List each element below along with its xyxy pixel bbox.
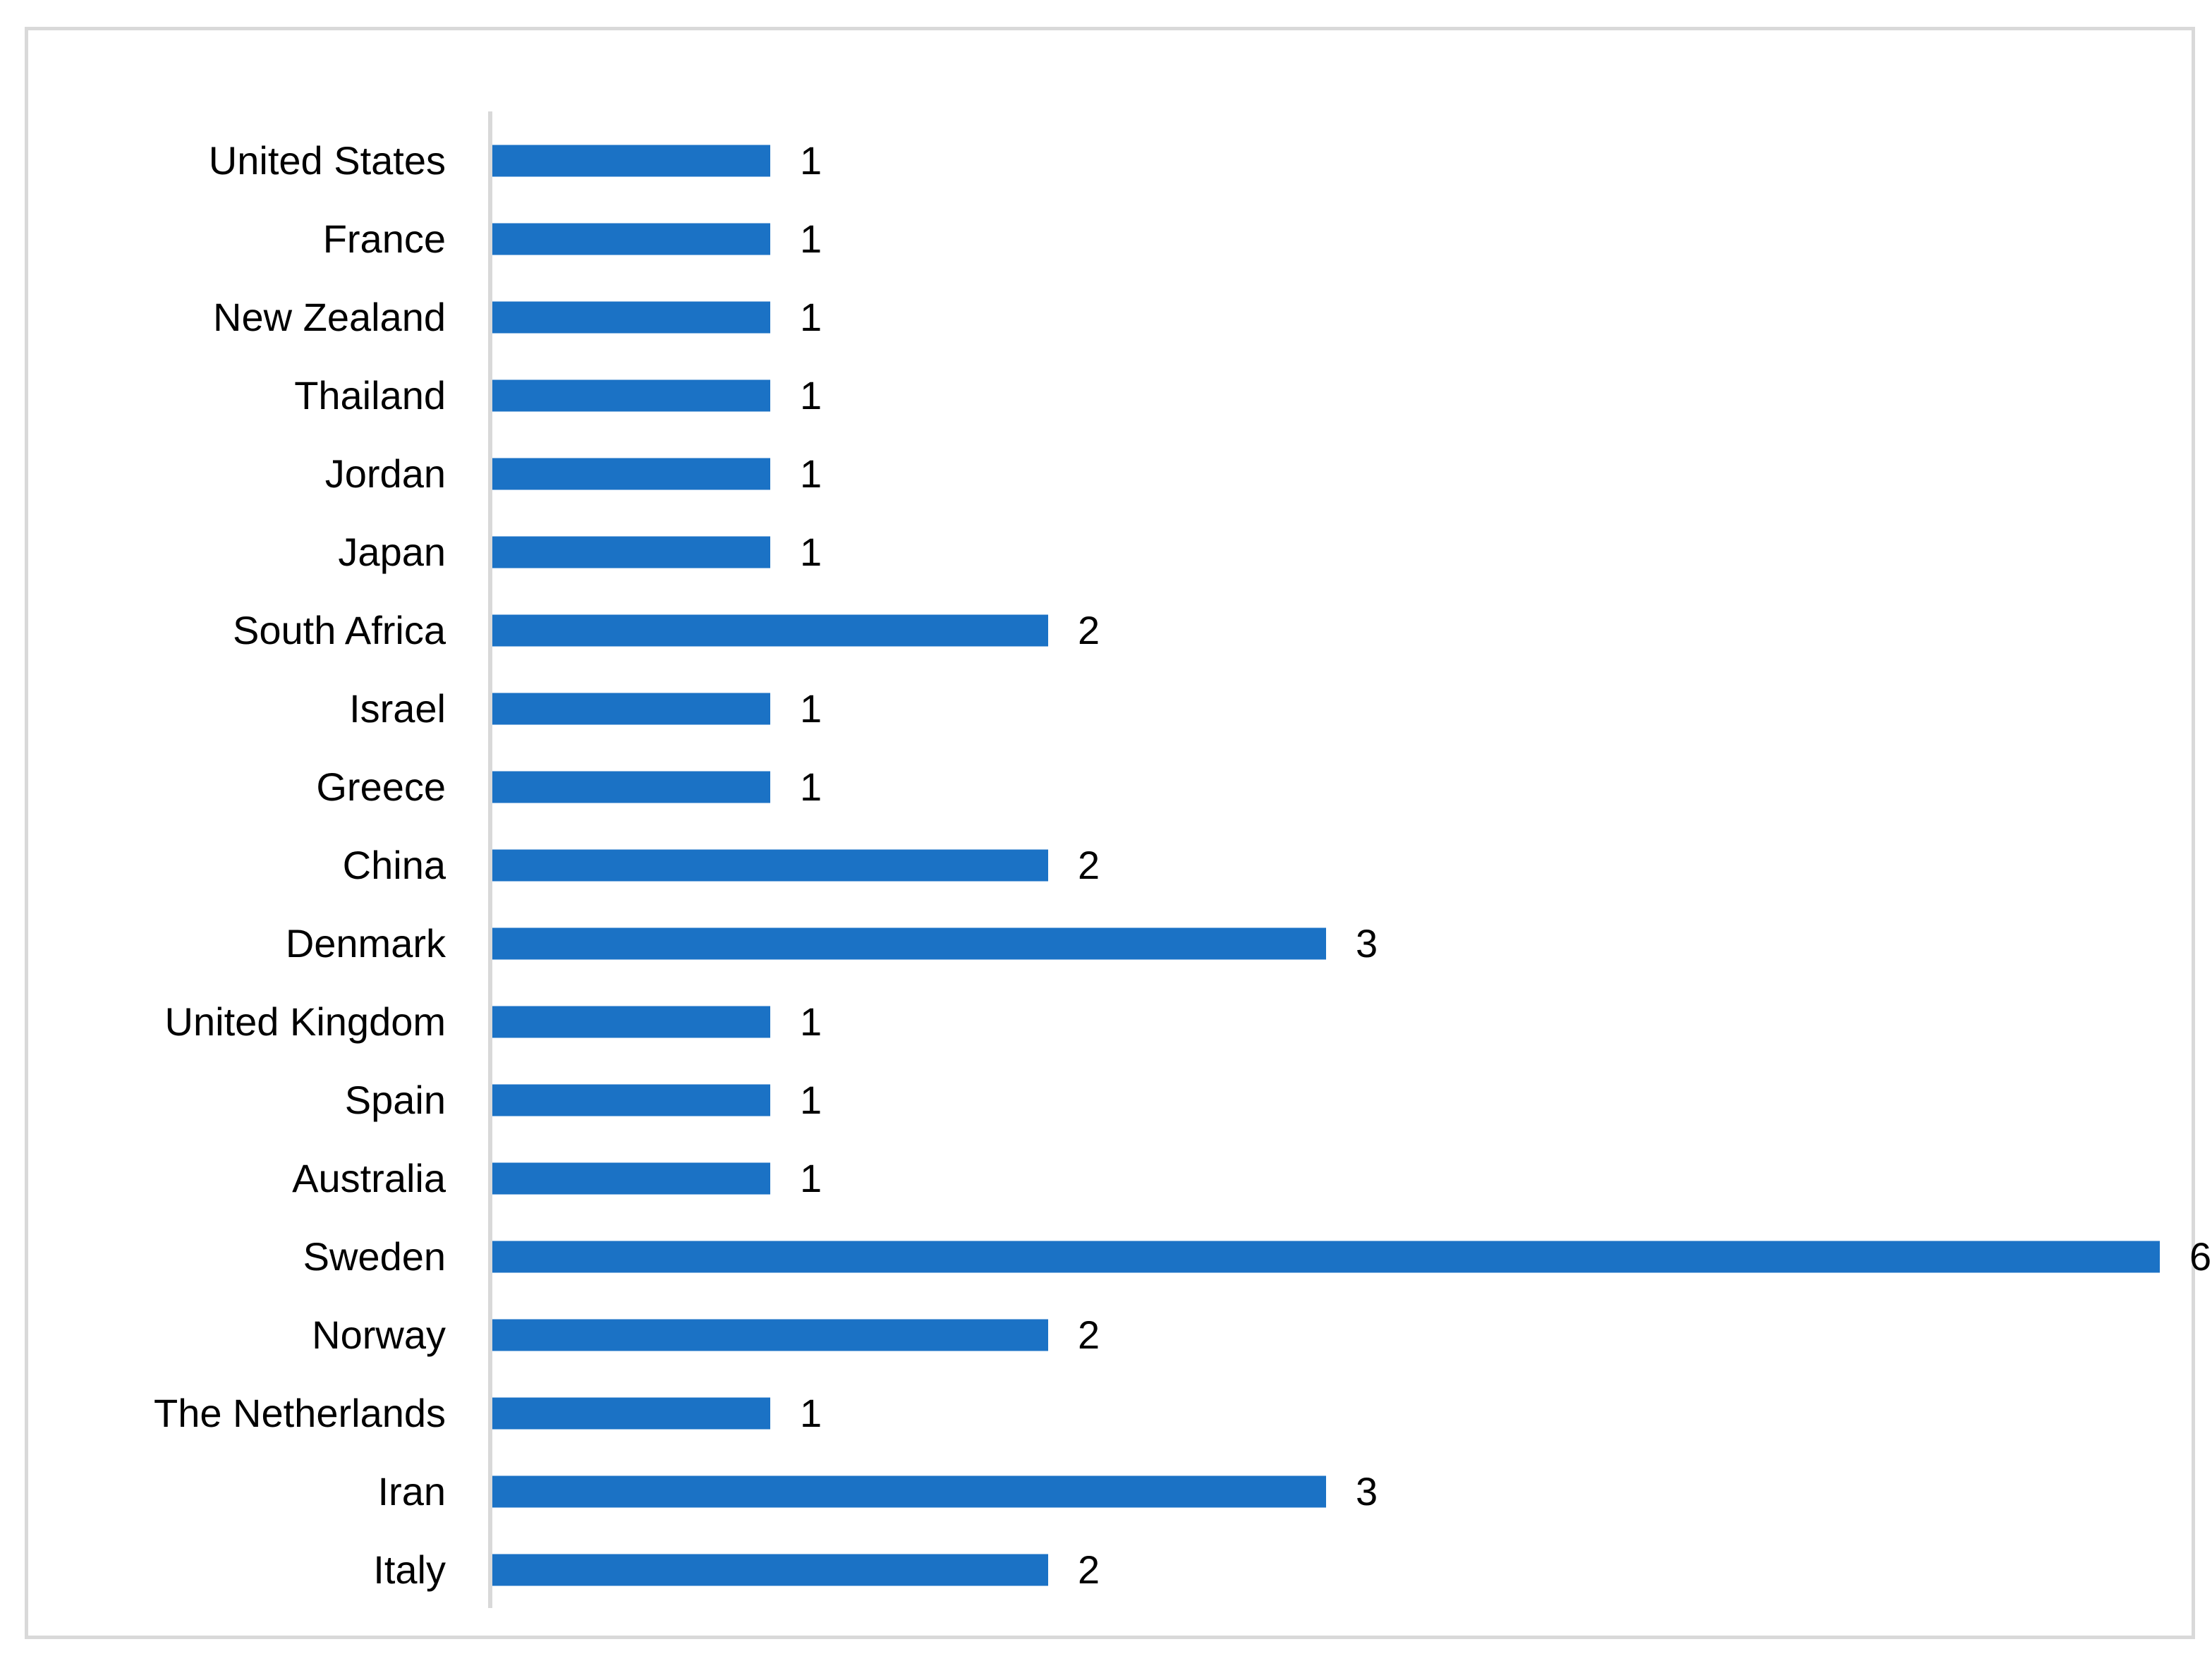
bar-row: China 2 <box>28 826 2212 904</box>
bar <box>492 1397 770 1429</box>
bar-row: Italy 2 <box>28 1530 2212 1609</box>
bar <box>492 614 1048 646</box>
category-label: Greece <box>316 764 446 809</box>
bar <box>492 1084 770 1116</box>
bar <box>492 379 770 411</box>
bar-row: Iran 3 <box>28 1452 2212 1530</box>
bar <box>492 927 1326 959</box>
bar-row: Jordan 1 <box>28 434 2212 513</box>
bar <box>492 1554 1048 1585</box>
bar-row: Israel 1 <box>28 669 2212 748</box>
category-label: Spain <box>344 1077 446 1122</box>
category-label: Sweden <box>303 1234 446 1279</box>
bar-row: Australia 1 <box>28 1139 2212 1217</box>
bar <box>492 301 770 333</box>
bar <box>492 145 770 176</box>
bar-row: Japan 1 <box>28 513 2212 591</box>
category-label: Norway <box>312 1312 446 1357</box>
bar-row: France 1 <box>28 200 2212 278</box>
bar-row: United States 1 <box>28 121 2212 200</box>
value-label: 1 <box>800 1390 822 1435</box>
value-label: 2 <box>1078 1547 1100 1592</box>
value-label: 2 <box>1078 1312 1100 1357</box>
value-label: 1 <box>800 451 822 496</box>
bar <box>492 223 770 255</box>
value-label: 2 <box>1078 842 1100 887</box>
bar <box>492 849 1048 881</box>
value-label: 3 <box>1356 920 1378 966</box>
category-label: Thailand <box>294 372 446 418</box>
category-label: United Kingdom <box>164 999 446 1044</box>
category-label: South Africa <box>233 607 446 652</box>
bar-row: United Kingdom 1 <box>28 982 2212 1061</box>
value-label: 3 <box>1356 1468 1378 1514</box>
category-label: France <box>322 216 446 261</box>
bar-row: New Zealand 1 <box>28 278 2212 356</box>
value-label: 1 <box>800 1077 822 1122</box>
value-label: 1 <box>800 294 822 339</box>
bar-row: Thailand 1 <box>28 356 2212 434</box>
category-label: Jordan <box>324 451 446 496</box>
category-label: The Netherlands <box>153 1390 446 1435</box>
value-label: 1 <box>800 999 822 1044</box>
bar-row: South Africa 2 <box>28 591 2212 669</box>
bar <box>492 1162 770 1194</box>
bar-row: The Netherlands 1 <box>28 1374 2212 1452</box>
category-label: Japan <box>338 529 446 574</box>
value-label: 1 <box>800 372 822 418</box>
value-label: 1 <box>800 138 822 183</box>
bar-row: Denmark 3 <box>28 904 2212 982</box>
bar <box>492 693 770 724</box>
plot-area: United States 1 France 1 New Zealand 1 Thailan… <box>28 121 2212 1609</box>
value-label: 1 <box>800 1155 822 1200</box>
bar <box>492 1475 1326 1507</box>
bar <box>492 1006 770 1037</box>
bar-row: Norway 2 <box>28 1296 2212 1374</box>
value-label: 1 <box>800 529 822 574</box>
bar <box>492 458 770 489</box>
bar-row: Sweden 6 <box>28 1217 2212 1296</box>
value-label: 1 <box>800 764 822 809</box>
category-label: Italy <box>373 1547 446 1592</box>
category-label: Iran <box>377 1468 446 1514</box>
bar-row: Spain 1 <box>28 1061 2212 1139</box>
bar <box>492 1319 1048 1351</box>
chart-frame: United States 1 France 1 New Zealand 1 Thailan… <box>25 27 2211 1639</box>
bar <box>492 1241 2160 1272</box>
category-label: China <box>342 842 446 887</box>
category-label: Australia <box>292 1155 446 1200</box>
bar <box>492 536 770 568</box>
value-label: 6 <box>2189 1234 2212 1279</box>
category-label: Denmark <box>285 920 446 966</box>
category-label: Israel <box>349 686 446 731</box>
y-axis-line <box>488 111 492 1608</box>
bar <box>492 771 770 803</box>
bar-row: Greece 1 <box>28 748 2212 826</box>
value-label: 1 <box>800 216 822 261</box>
category-label: New Zealand <box>213 294 446 339</box>
value-label: 1 <box>800 686 822 731</box>
value-label: 2 <box>1078 607 1100 652</box>
category-label: United States <box>208 138 446 183</box>
